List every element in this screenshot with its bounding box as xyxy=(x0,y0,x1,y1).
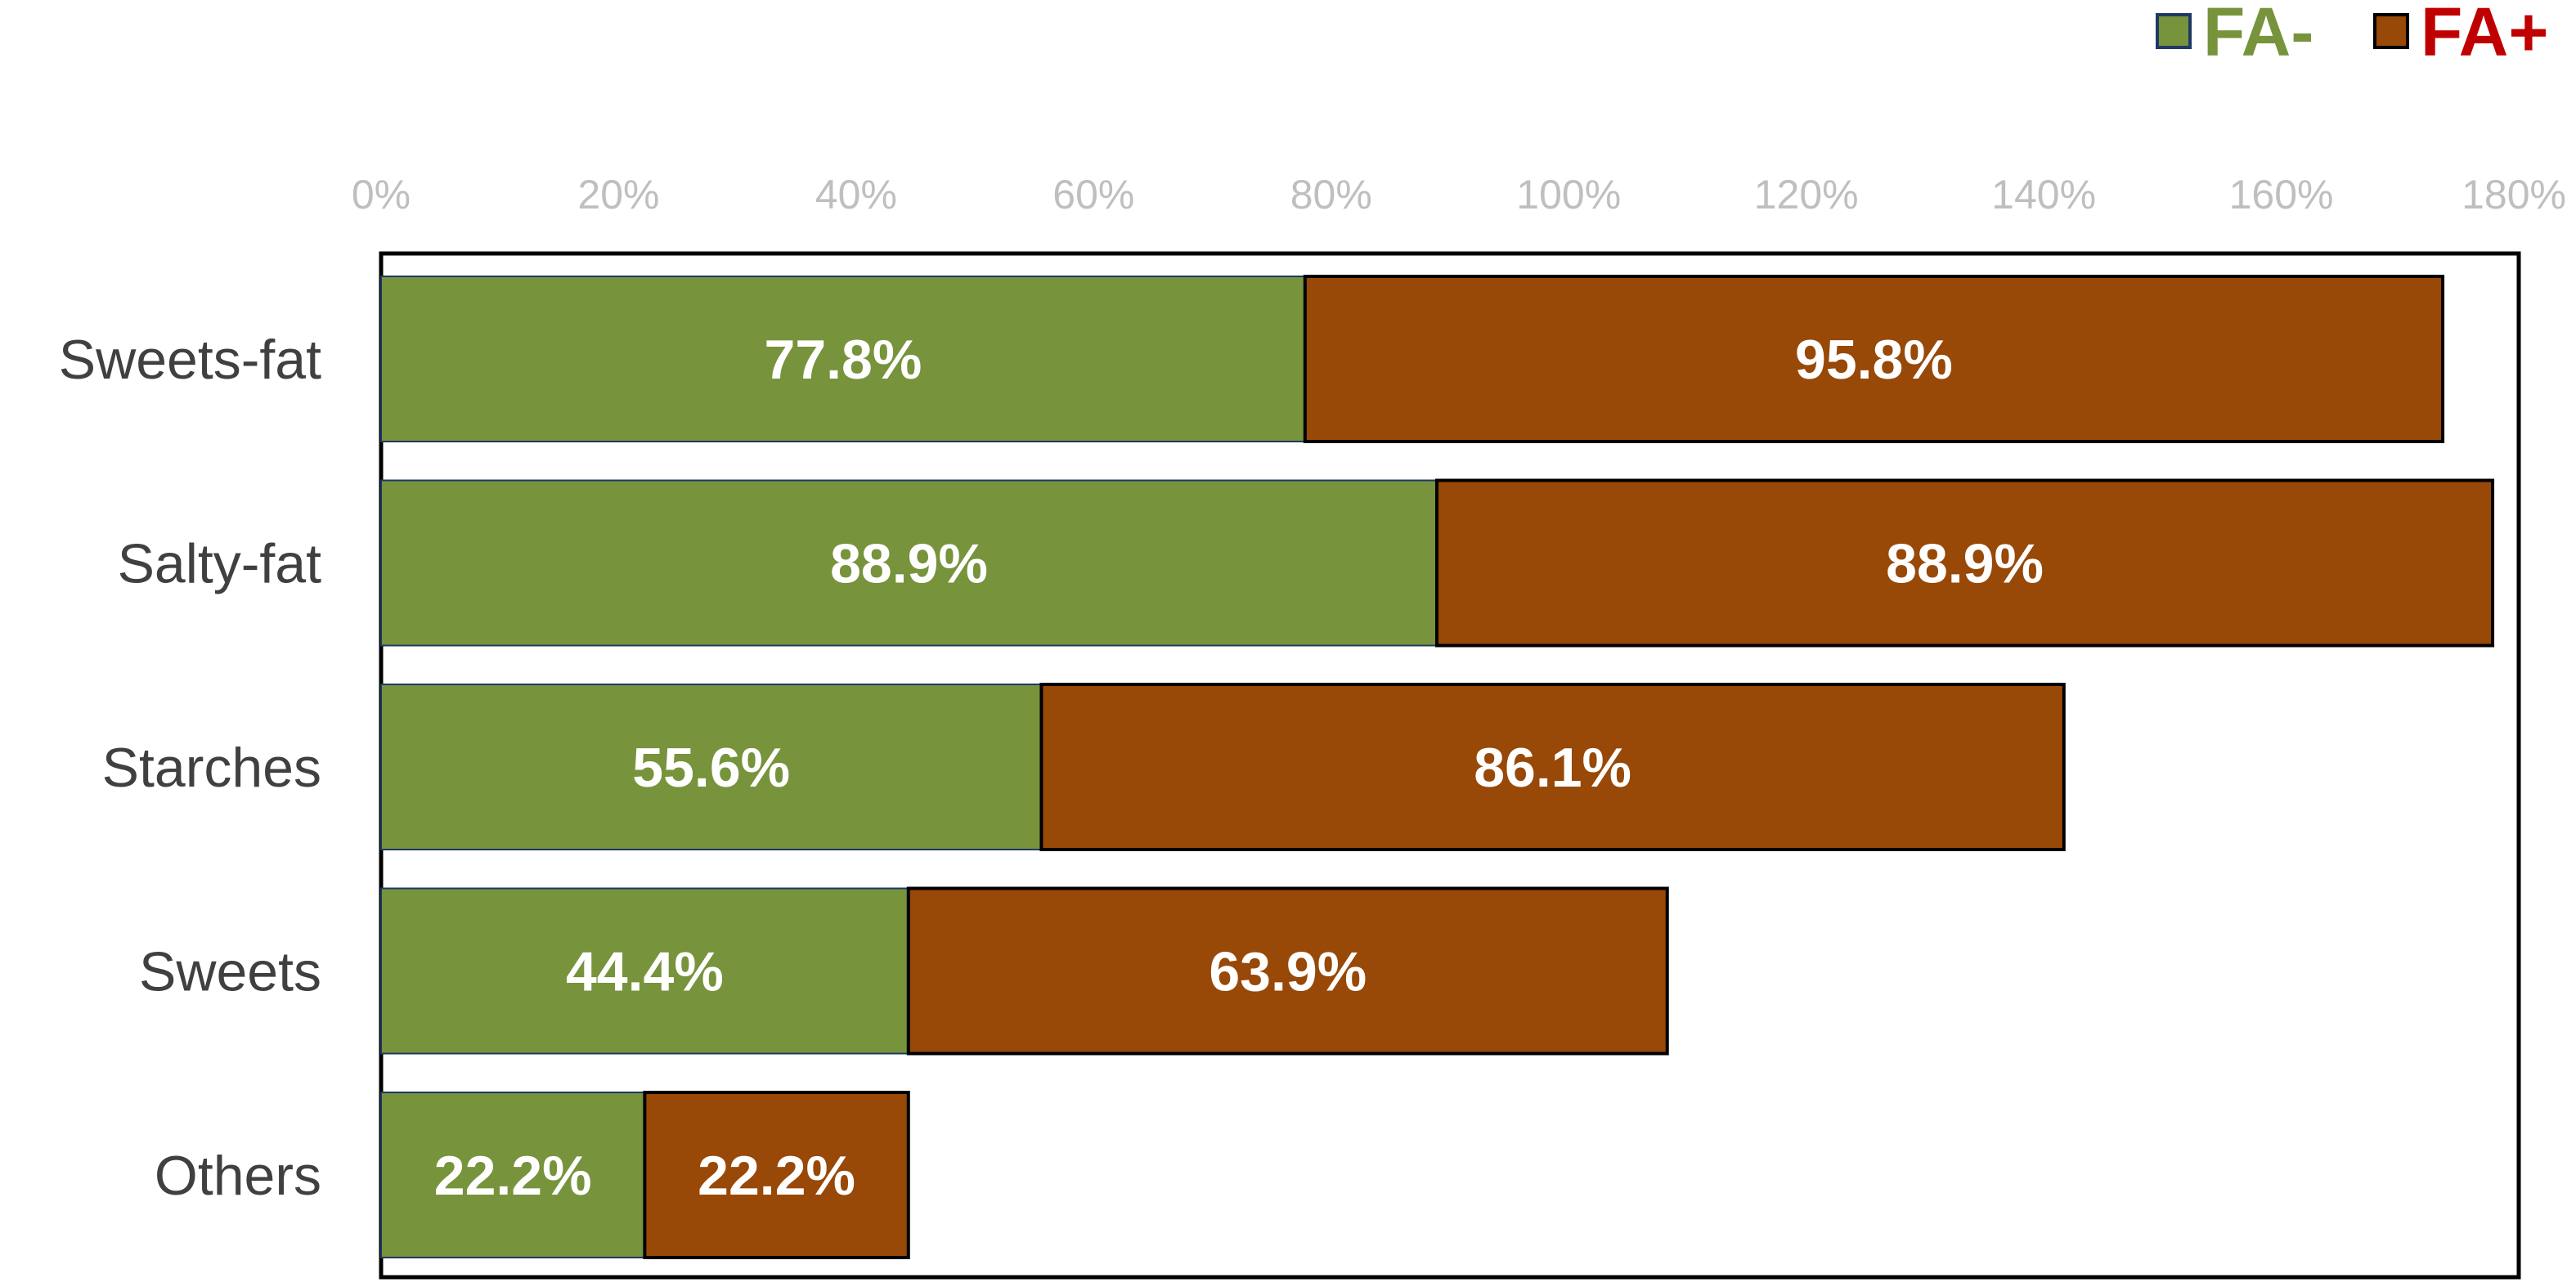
data-label: 95.8% xyxy=(1795,329,1953,391)
legend: FA- FA+ xyxy=(2156,0,2548,70)
x-tick-label: 160% xyxy=(2229,172,2334,217)
x-tick-label: 100% xyxy=(1516,172,1621,217)
bar-segment xyxy=(380,276,1306,442)
category-labels: Sweets-fat Salty-fat Starches Sweets Others xyxy=(59,329,321,1207)
legend-swatch xyxy=(2373,13,2409,49)
bar-segment xyxy=(1303,275,2445,443)
data-label: 88.9% xyxy=(830,533,988,595)
bar-segment xyxy=(380,1092,646,1258)
data-label: 44.4% xyxy=(566,941,724,1003)
bar-segment xyxy=(380,479,1438,647)
x-tick-label: 20% xyxy=(577,172,659,217)
bar-segment xyxy=(1435,478,2495,648)
x-tick-label: 40% xyxy=(815,172,897,217)
bar-segment xyxy=(643,1091,910,1259)
bar-segment xyxy=(906,886,1669,1056)
category-label: Starches xyxy=(102,737,321,799)
legend-label: FA+ xyxy=(2421,0,2548,70)
bars: 77.8% 95.8% 88.9% 88.9% 55.6% 86.1% 44.4% 63.9%… xyxy=(380,275,2495,1259)
x-tick-label: 120% xyxy=(1754,172,1859,217)
category-label: Sweets xyxy=(139,941,321,1003)
data-label: 63.9% xyxy=(1209,941,1367,1003)
data-label: 86.1% xyxy=(1474,737,1631,799)
x-tick-label: 60% xyxy=(1052,172,1134,217)
x-tick-label: 180% xyxy=(2462,172,2566,217)
data-label: 88.9% xyxy=(1886,533,2044,595)
category-label: Others xyxy=(155,1145,321,1207)
x-tick-label: 140% xyxy=(1991,172,2096,217)
data-label: 22.2% xyxy=(434,1145,592,1207)
legend-swatch xyxy=(2156,13,2192,49)
data-label: 55.6% xyxy=(632,737,790,799)
bar-segment xyxy=(380,887,909,1055)
x-tick-label: 80% xyxy=(1290,172,1372,217)
x-axis-ticks: 0% 20% 40% 60% 80% 100% 120% 140% 160% 180% xyxy=(352,172,2566,217)
x-tick-label: 0% xyxy=(352,172,411,217)
category-label: Salty-fat xyxy=(118,533,322,595)
legend-label: FA- xyxy=(2203,0,2313,70)
bar-segment xyxy=(380,684,1043,850)
category-label: Sweets-fat xyxy=(59,329,321,391)
data-label: 77.8% xyxy=(765,329,922,391)
bar-segment xyxy=(1039,683,2066,851)
data-label: 22.2% xyxy=(698,1145,855,1207)
